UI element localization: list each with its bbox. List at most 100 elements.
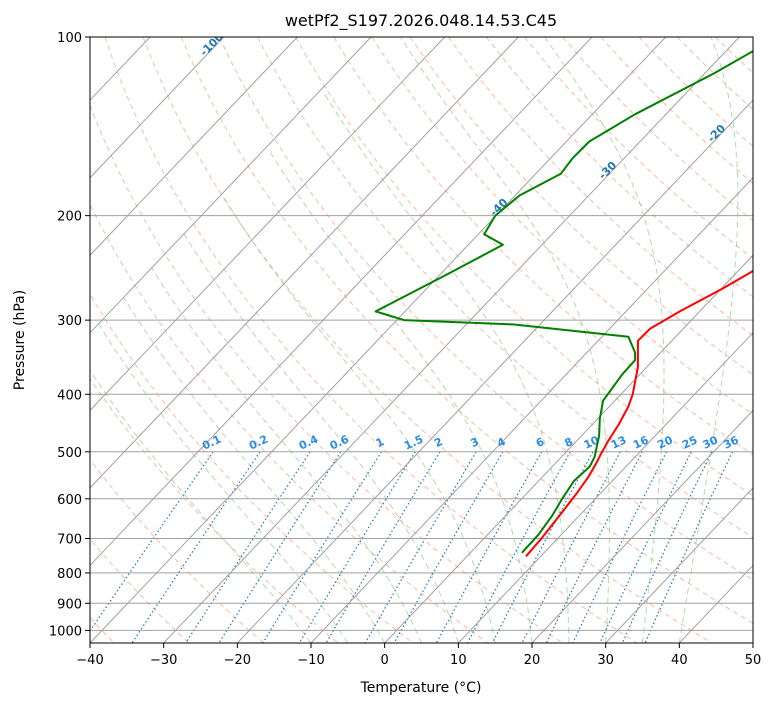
isotherm-line	[90, 37, 225, 179]
mixing-ratio-label: 36	[721, 433, 741, 451]
profile-series	[374, 49, 753, 557]
mixing-ratio-line	[435, 451, 543, 643]
isotherm-line	[605, 487, 753, 643]
dewpoint-line	[374, 49, 753, 554]
isotherm-line	[90, 37, 667, 643]
mixing-ratio-line	[325, 451, 441, 643]
y-tick-label: 1000	[49, 624, 82, 639]
mixing-ratio-label: 0.1	[200, 433, 223, 453]
x-tick-label: −10	[297, 653, 324, 668]
mixing-ratio-label: 3	[468, 435, 480, 450]
mixing-ratio-line	[572, 451, 668, 643]
y-tick-label: 300	[57, 314, 82, 329]
dry-adiabat-line	[90, 377, 339, 643]
moist-adiabat-line	[678, 37, 739, 643]
dry-adiabat-line	[180, 37, 753, 624]
dry-adiabat-line	[333, 37, 753, 456]
x-tick-label: 20	[524, 653, 541, 668]
moist-adiabat-line	[98, 324, 349, 643]
isotherm-line	[531, 409, 753, 643]
isotherm-line	[90, 37, 446, 412]
mixing-ratio-line	[521, 451, 621, 643]
isotherm-line	[90, 37, 298, 257]
mixing-ratio-line	[644, 451, 734, 643]
dry-adiabat-line	[90, 203, 488, 643]
mixing-ratio-lines	[90, 451, 734, 643]
isotherm-line	[384, 254, 753, 643]
x-tick-label: 0	[381, 653, 389, 668]
y-tick-label: 700	[57, 533, 82, 548]
moist-adiabat-line	[324, 94, 570, 643]
mixing-ratio-label: 20	[655, 433, 675, 451]
y-tick-label: 800	[57, 567, 82, 582]
dry-adiabat-line	[257, 37, 753, 539]
moist-adiabat-line	[151, 267, 422, 643]
x-axis-label: Temperature (°C)	[360, 680, 482, 696]
y-tick-label: 100	[57, 31, 82, 46]
dry-adiabat-line	[638, 37, 753, 147]
x-axis-ticks: −40 −30 −20 −10 0 10 20 30 40 50	[76, 643, 761, 668]
moist-adiabat-line	[90, 369, 312, 643]
y-tick-label: 400	[57, 388, 82, 403]
x-tick-label: −40	[76, 653, 103, 668]
isotherm-line	[236, 99, 753, 643]
dry-adiabat-line	[218, 37, 753, 581]
dry-adiabat-line	[524, 37, 753, 260]
moist-adiabat-line	[222, 195, 496, 643]
x-tick-label: 50	[745, 653, 762, 668]
y-tick-label: 900	[57, 597, 82, 612]
mixing-ratio-line	[90, 451, 214, 632]
dry-adiabat-line	[754, 37, 775, 643]
isotherm-line	[0, 37, 3, 643]
y-tick-label: 200	[57, 210, 82, 225]
moist-adiabats	[90, 37, 739, 643]
moist-adiabat-line	[183, 234, 459, 643]
mixing-ratio-label: 30	[701, 433, 721, 451]
mixing-ratio-line	[218, 451, 342, 643]
isotherm-line	[90, 37, 519, 489]
isotherm-line	[310, 177, 753, 643]
mixing-ratio-line	[262, 451, 383, 643]
adiabat-label: -20	[705, 122, 728, 145]
adiabat-label: -100	[197, 30, 226, 59]
mixing-ratio-label: 16	[631, 433, 651, 451]
moist-adiabat-line	[400, 37, 610, 643]
moist-adiabat-line	[268, 149, 533, 643]
mixing-ratio-line	[298, 451, 416, 643]
mixing-ratio-line	[545, 451, 643, 643]
x-tick-label: 10	[450, 653, 467, 668]
mixing-ratio-label: 1.5	[402, 433, 425, 453]
grid	[0, 37, 753, 643]
dry-adiabat-line	[295, 37, 753, 497]
mixing-ratio-label: 13	[609, 433, 628, 451]
x-tick-label: 40	[671, 653, 688, 668]
mixing-ratio-label: 0.4	[297, 432, 320, 452]
mixing-ratio-line	[599, 451, 692, 643]
mixing-ratio-line	[364, 451, 477, 643]
x-tick-label: 30	[597, 653, 614, 668]
dry-adiabat-line	[371, 37, 753, 415]
y-axis-label: Pressure (hPa)	[12, 290, 28, 390]
y-tick-label: 600	[57, 493, 82, 508]
isotherm-line	[163, 37, 740, 643]
isotherm-line	[457, 332, 753, 643]
adiabat-label: -30	[596, 159, 619, 182]
isotherm-line	[90, 37, 593, 567]
mixing-ratio-line	[466, 451, 571, 643]
x-tick-label: −30	[150, 653, 177, 668]
moist-adiabat-line	[544, 37, 665, 643]
dry-adiabat-line	[104, 37, 638, 643]
isotherm-line	[752, 642, 753, 643]
mixing-ratio-label: 8	[562, 435, 574, 450]
mixing-ratio-line	[185, 451, 311, 643]
mixing-ratio-label: 1	[374, 435, 386, 450]
dry-adiabats	[90, 37, 775, 643]
dry-adiabat-line	[90, 104, 563, 643]
dry-adiabat-line	[90, 293, 414, 643]
dry-adiabat-line	[562, 37, 753, 222]
dry-adiabat-line	[600, 37, 753, 184]
temperature-line	[525, 269, 753, 557]
y-tick-label: 500	[57, 446, 82, 461]
moist-adiabat-line	[123, 297, 386, 643]
